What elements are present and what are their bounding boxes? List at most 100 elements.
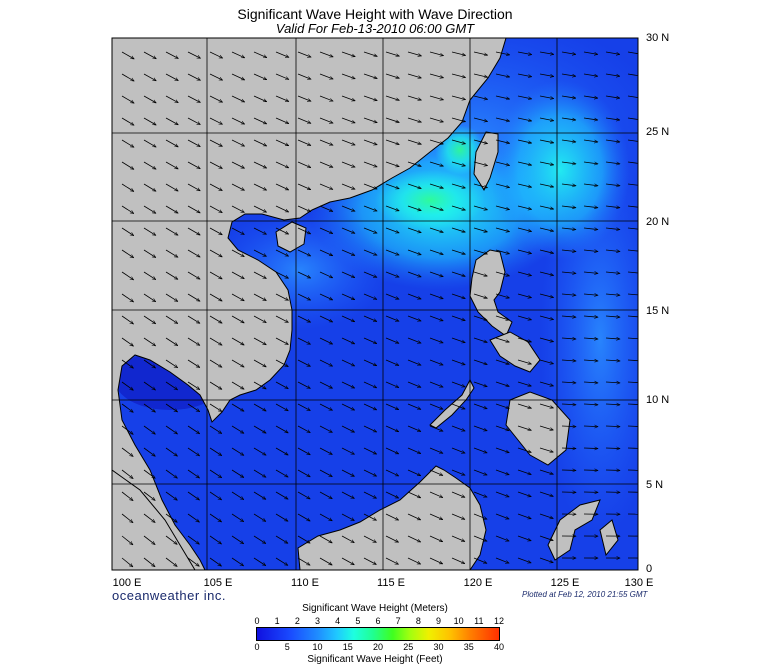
- wave-arrow: [429, 73, 443, 78]
- wave-arrow: [583, 382, 598, 383]
- wave-arrow: [231, 513, 244, 522]
- wave-arrow: [473, 73, 488, 77]
- wave-arrow: [517, 425, 531, 430]
- wave-arrow: [341, 117, 355, 123]
- wave-arrow: [429, 183, 443, 188]
- wave-arrow: [627, 403, 638, 405]
- wave-arrow: [275, 403, 288, 412]
- wave-arrow: [473, 227, 487, 232]
- wave-arrow: [275, 557, 288, 565]
- wave-arrow: [231, 139, 245, 147]
- wave-arrow: [121, 425, 133, 434]
- wave-arrow: [495, 535, 509, 541]
- wave-arrow: [605, 382, 620, 383]
- wave-arrow: [363, 293, 377, 300]
- wave-arrow: [253, 425, 266, 433]
- wave-arrow: [253, 139, 267, 147]
- wave-arrow: [385, 315, 399, 321]
- wave-arrow: [253, 95, 267, 103]
- wave-arrow: [473, 381, 487, 387]
- wave-arrow: [143, 315, 156, 324]
- wave-arrow: [363, 337, 377, 344]
- wave-arrow: [209, 447, 222, 456]
- wave-arrow: [407, 249, 421, 255]
- colorbar: [256, 627, 500, 641]
- wave-arrow: [297, 513, 310, 522]
- wave-arrow: [517, 381, 531, 386]
- wave-arrow: [231, 227, 244, 235]
- lat-label-5: 5 N: [646, 479, 664, 491]
- wave-arrow: [341, 205, 355, 211]
- wave-arrow: [231, 95, 245, 103]
- wave-arrow: [495, 249, 509, 254]
- wave-arrow: [297, 205, 311, 213]
- wave-arrow: [341, 469, 354, 477]
- wave-arrow: [319, 117, 333, 123]
- wave-arrow: [319, 293, 333, 301]
- land-hainan: [275, 221, 307, 253]
- wave-arrow: [495, 491, 509, 497]
- wave-arrow: [495, 51, 510, 55]
- wave-arrow: [385, 557, 399, 565]
- wave-arrow: [363, 249, 377, 255]
- wave-arrow: [517, 491, 531, 497]
- wave-arrow: [627, 205, 638, 208]
- wave-arrow: [363, 227, 377, 233]
- wave-arrow: [143, 249, 156, 258]
- wave-arrow: [231, 183, 244, 191]
- wave-arrow: [517, 139, 532, 143]
- wave-arrow: [495, 95, 510, 99]
- wave-arrow: [429, 513, 443, 521]
- wave-arrow: [319, 425, 332, 433]
- wave-arrow: [407, 95, 421, 100]
- colorbar-feet-tick: 40: [493, 642, 505, 652]
- wave-arrow: [187, 249, 200, 257]
- wave-arrow: [121, 293, 134, 302]
- wave-arrow: [341, 337, 355, 345]
- wave-arrow: [451, 117, 466, 122]
- wave-arrow: [319, 249, 333, 257]
- wave-arrow: [209, 315, 222, 323]
- wave-arrow: [473, 557, 487, 563]
- wave-arrow: [517, 535, 531, 541]
- wave-arrow: [407, 293, 421, 299]
- wave-arrow: [495, 403, 509, 408]
- wave-arrow: [583, 95, 598, 98]
- wave-arrow: [605, 139, 620, 142]
- wave-arrow: [143, 381, 155, 390]
- wave-arrow: [231, 249, 244, 257]
- wave-arrow: [297, 491, 310, 500]
- wave-arrow: [407, 359, 421, 365]
- wave-arrow: [275, 73, 289, 80]
- wave-arrow: [209, 161, 222, 169]
- wave-arrow: [539, 425, 553, 430]
- colorbar-meter-tick: 5: [355, 616, 361, 626]
- wave-arrow: [209, 491, 222, 500]
- wave-arrow: [275, 139, 289, 147]
- wave-arrow: [143, 205, 156, 213]
- wave-arrow: [605, 294, 620, 295]
- wave-arrow: [561, 139, 576, 142]
- wave-arrow: [605, 338, 620, 339]
- wave-arrow: [143, 51, 156, 60]
- wave-arrow: [451, 447, 465, 453]
- wave-arrow: [121, 359, 133, 368]
- wave-arrow: [143, 271, 156, 280]
- wave-arrow: [429, 557, 443, 565]
- wave-arrow: [517, 205, 532, 209]
- colorbar-feet-tick: 15: [342, 642, 353, 652]
- wave-arrow: [495, 73, 510, 77]
- wave-arrow: [209, 425, 222, 434]
- wave-arrow: [363, 425, 377, 433]
- wave-arrow: [165, 161, 178, 170]
- land-sulawesi: [547, 499, 601, 561]
- wave-arrow: [231, 315, 244, 324]
- wave-arrow: [209, 403, 222, 411]
- wave-arrow: [165, 73, 178, 81]
- lat-label-0: 0: [646, 563, 653, 575]
- wave-arrow: [517, 249, 532, 254]
- wave-arrow: [187, 381, 200, 390]
- wave-arrow: [165, 183, 178, 191]
- wave-arrow: [165, 491, 177, 500]
- wave-arrow: [341, 73, 355, 79]
